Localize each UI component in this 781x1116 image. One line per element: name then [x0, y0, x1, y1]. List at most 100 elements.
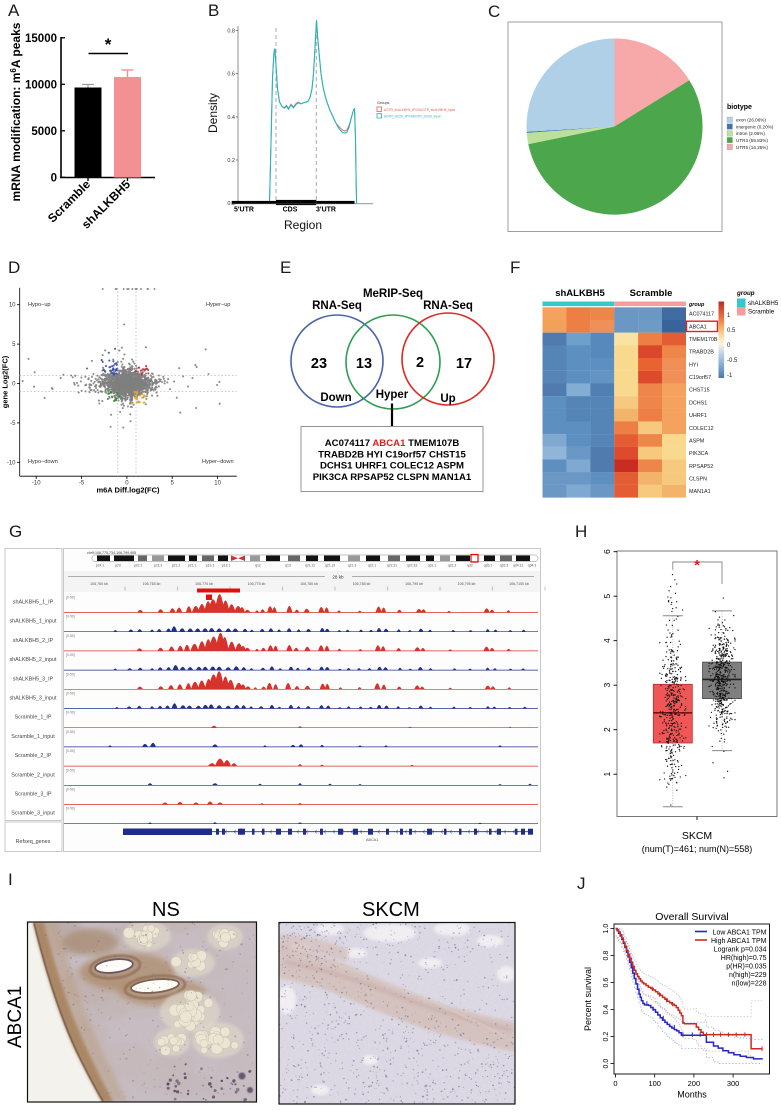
- svg-text:106,760 kb: 106,760 kb: [90, 582, 108, 586]
- svg-text:chr9:106,770,734-106,799,905: chr9:106,770,734-106,799,905: [87, 551, 136, 555]
- svg-text:q21.3: q21.3: [348, 564, 357, 568]
- svg-text:ASPM: ASPM: [689, 438, 705, 444]
- svg-text:[0-50]: [0-50]: [66, 807, 75, 811]
- svg-text:0: 0: [613, 1079, 617, 1088]
- svg-text:q21.11: q21.11: [305, 564, 315, 568]
- svg-text:AC074117 ABCA1 TMEM107B: AC074117 ABCA1 TMEM107B: [325, 438, 460, 449]
- svg-text:q34.11: q34.11: [513, 564, 523, 568]
- svg-text:intron (2.06%): intron (2.06%): [736, 131, 765, 136]
- svg-text:p21.2: p21.2: [172, 564, 181, 568]
- svg-text:0.8: 0.8: [227, 29, 235, 35]
- svg-text:106,790 kb: 106,790 kb: [405, 582, 423, 586]
- svg-text:3'UTR: 3'UTR: [316, 207, 336, 214]
- svg-text:[0-50]: [0-50]: [66, 615, 75, 619]
- svg-text:5: 5: [12, 342, 16, 348]
- svg-text:0: 0: [51, 172, 57, 184]
- svg-text:1: 1: [727, 313, 731, 319]
- svg-text:[0-50]: [0-50]: [66, 768, 75, 772]
- svg-text:n(high)=229: n(high)=229: [729, 972, 767, 979]
- svg-text:gene Log2(FC): gene Log2(FC): [1, 355, 10, 408]
- svg-text:SKCM: SKCM: [362, 899, 420, 921]
- svg-text:Scramble_3_IP: Scramble_3_IP: [15, 792, 52, 798]
- svg-text:TRABD2B: TRABD2B: [689, 350, 714, 356]
- svg-text:p23: p23: [115, 564, 121, 568]
- svg-text:F: F: [510, 258, 520, 277]
- svg-text:shALKBH5_3_input: shALKBH5_3_input: [9, 696, 57, 702]
- svg-text:shALKBH5: shALKBH5: [748, 300, 779, 307]
- svg-text:p13.1: p13.1: [222, 564, 231, 568]
- svg-text:p22.1: p22.1: [134, 564, 143, 568]
- svg-text:4: 4: [602, 638, 612, 643]
- svg-text:AC074117: AC074117: [689, 312, 714, 318]
- svg-text:q34.3: q34.3: [528, 564, 537, 568]
- svg-text:106,765 kb: 106,765 kb: [143, 582, 161, 586]
- svg-text:6: 6: [602, 549, 612, 554]
- svg-text:TRABD2B HYI C19orf57 CHST15: TRABD2B HYI C19orf57 CHST15: [318, 449, 466, 460]
- svg-text:[0-50]: [0-50]: [66, 711, 75, 715]
- svg-text:shALKBH5_1_input: shALKBH5_1_input: [9, 619, 57, 625]
- svg-text:group: group: [688, 302, 705, 308]
- svg-text:[0-50]: [0-50]: [66, 749, 75, 753]
- svg-text:15000: 15000: [25, 33, 57, 45]
- svg-text:-5: -5: [10, 421, 16, 427]
- svg-text:ABCA1: ABCA1: [689, 324, 707, 330]
- svg-text:106,795 kb: 106,795 kb: [458, 582, 476, 586]
- svg-text:biotype: biotype: [727, 104, 752, 111]
- svg-text:HR(high)=0.75: HR(high)=0.75: [721, 955, 767, 962]
- svg-text:MAN1A1: MAN1A1: [689, 489, 711, 495]
- svg-text:shALKBH5: shALKBH5: [555, 288, 605, 299]
- svg-text:UTR5 (16.25%): UTR5 (16.25%): [736, 145, 768, 150]
- svg-text:10000: 10000: [25, 79, 57, 91]
- svg-text:[0-50]: [0-50]: [66, 672, 75, 676]
- svg-text:I: I: [8, 870, 13, 889]
- svg-text:C: C: [488, 2, 500, 21]
- svg-text:-5: -5: [79, 481, 85, 487]
- svg-text:p21.1: p21.1: [188, 564, 197, 568]
- svg-text:q33.3: q33.3: [500, 564, 509, 568]
- svg-text:shALKBH5_1_IP: shALKBH5_1_IP: [13, 600, 54, 606]
- svg-text:ABCA1: ABCA1: [5, 986, 26, 1048]
- svg-text:[0-50]: [0-50]: [66, 692, 75, 696]
- svg-text:2: 2: [602, 727, 612, 732]
- svg-text:q33.1: q33.1: [484, 564, 493, 568]
- svg-text:0.2: 0.2: [603, 1032, 610, 1042]
- svg-text:shALKBH5_2_IP: shALKBH5_2_IP: [13, 638, 54, 644]
- svg-text:200: 200: [688, 1079, 701, 1088]
- svg-text:RNA-Seq: RNA-Seq: [312, 300, 362, 312]
- svg-text:Scramble: Scramble: [748, 309, 775, 316]
- svg-text:0.0: 0.0: [227, 201, 235, 207]
- svg-text:UHRF1: UHRF1: [689, 413, 707, 419]
- svg-text:5000: 5000: [31, 126, 57, 138]
- svg-text:Refseq_genes: Refseq_genes: [16, 839, 51, 845]
- svg-text:17: 17: [456, 356, 472, 372]
- svg-text:AGTR_shALKBH5_IP/VSAGTR_shALKB: AGTR_shALKBH5_IP/VSAGTR_shALKBH5_input: [384, 108, 455, 112]
- svg-text:Groups: Groups: [377, 101, 390, 105]
- svg-text:p13.3: p13.3: [206, 564, 215, 568]
- svg-text:A: A: [8, 1, 20, 20]
- svg-text:0.6: 0.6: [603, 978, 610, 988]
- svg-text:DCHS1: DCHS1: [689, 400, 707, 406]
- svg-text:100: 100: [648, 1079, 661, 1088]
- svg-text:0.8: 0.8: [603, 951, 610, 961]
- svg-text:q22.31: q22.31: [387, 564, 397, 568]
- svg-text:Scramble: Scramble: [630, 288, 673, 299]
- svg-text:Density: Density: [206, 93, 220, 133]
- svg-text:p21.3: p21.3: [154, 564, 163, 568]
- svg-text:5'UTR: 5'UTR: [234, 207, 254, 214]
- svg-text:Scramble_2_IP: Scramble_2_IP: [15, 753, 52, 759]
- svg-text:q22.33: q22.33: [407, 564, 417, 568]
- svg-text:exon (26.06%): exon (26.06%): [736, 118, 766, 123]
- svg-text:group: group: [736, 290, 755, 297]
- svg-text:0.6: 0.6: [227, 72, 235, 78]
- svg-text:1.0: 1.0: [603, 924, 610, 934]
- svg-text:UTR3 (55.83%): UTR3 (55.83%): [736, 138, 768, 143]
- svg-text:Hypo−down: Hypo−down: [28, 459, 58, 465]
- svg-text:B: B: [208, 1, 219, 20]
- svg-text:q12: q12: [255, 564, 261, 568]
- svg-text:[0-50]: [0-50]: [66, 634, 75, 638]
- svg-text:10: 10: [9, 303, 16, 309]
- svg-text:-10: -10: [7, 460, 16, 466]
- svg-text:RPSAP52: RPSAP52: [689, 464, 713, 470]
- svg-text:-1: -1: [727, 373, 733, 379]
- svg-text:SKCM: SKCM: [682, 830, 712, 842]
